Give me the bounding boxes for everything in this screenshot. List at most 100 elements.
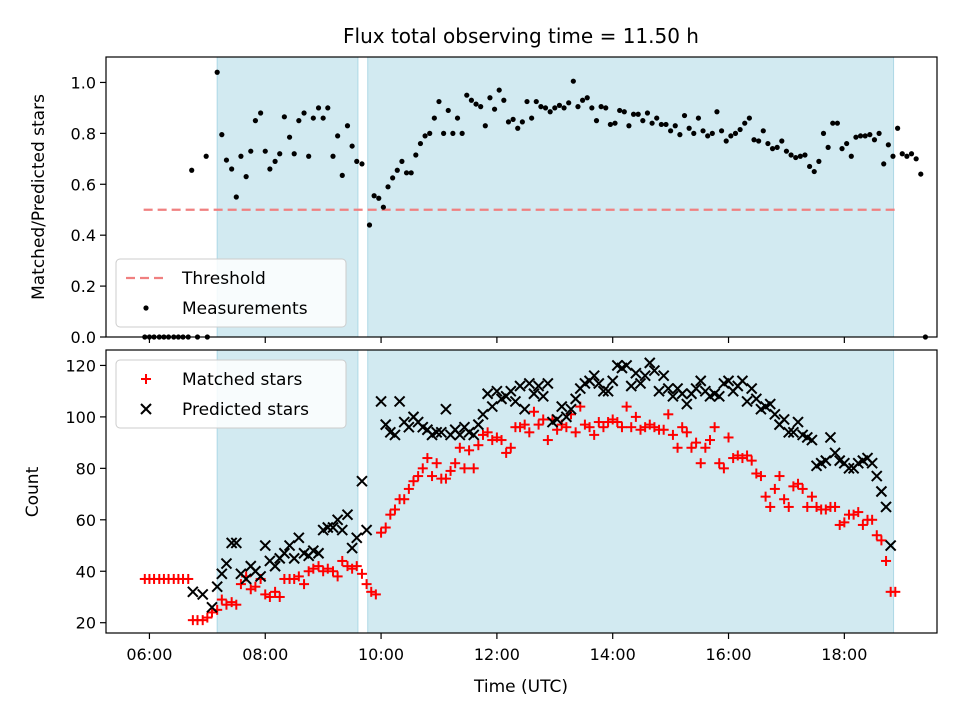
predicted-stars-point-35 [375, 395, 387, 408]
predicted-stars-point-113 [736, 375, 749, 387]
measurements-point-79 [524, 98, 530, 105]
predicted-stars-point-125 [792, 416, 804, 428]
legend-swatch-measurements [143, 305, 149, 311]
matched-stars-point-38 [322, 563, 333, 574]
measurements-point-40 [339, 172, 345, 178]
matched-stars-point-85 [542, 435, 553, 446]
top-panel: 0.0 0.2 0.4 0.6 0.8 1.0 Matched/Predicted sta… [29, 56, 938, 347]
predicted-stars-point-84 [602, 385, 614, 397]
measurements-point-36 [320, 115, 326, 121]
predicted-stars-point-58 [481, 388, 494, 400]
legend-label-measurements: Measurements [182, 299, 308, 319]
predicted-stars-point-96 [657, 370, 670, 382]
y-tick-label-4: 100 [65, 408, 96, 427]
predicted-stars-point-133 [829, 447, 841, 459]
measurements-point-58 [427, 130, 433, 136]
predicted-stars-point-92 [639, 370, 651, 382]
matched-stars-point-133 [765, 501, 776, 512]
matched-stars-point-96 [593, 417, 604, 428]
measurements-point-47 [376, 195, 382, 201]
measurements-point-14 [214, 69, 220, 75]
measurements-point-55 [413, 152, 419, 158]
matched-stars-point-158 [881, 555, 892, 566]
matched-stars-point-103 [626, 422, 637, 433]
predicted-stars-point-76 [565, 403, 577, 415]
chart-title: Flux total observing time = 11.50 h [343, 24, 699, 48]
measurements-point-150 [853, 134, 859, 140]
matched-stars-point-46 [361, 579, 372, 590]
measurements-point-29 [286, 134, 293, 140]
y-tick-label-3: 0.6 [71, 175, 96, 194]
predicted-stars-point-141 [866, 457, 878, 469]
legend-label-predicted-stars: Predicted stars [182, 400, 309, 420]
predicted-stars-point-30 [341, 508, 354, 521]
measurements-point-54 [408, 170, 414, 176]
bottom-legend: Matched stars Predicted stars [115, 359, 347, 429]
top-legend: Threshold Measurements [115, 258, 347, 328]
measurements-point-143 [820, 130, 827, 136]
predicted-stars-point-100 [676, 388, 688, 400]
predicted-stars-point-82 [593, 377, 605, 390]
measurements-point-62 [445, 107, 451, 114]
predicted-stars-point-0 [187, 586, 199, 598]
predicted-stars-point-49 [440, 403, 452, 415]
measurements-point-16 [223, 157, 230, 163]
predicted-stars-point-63 [505, 385, 517, 397]
predicted-stars-point-75 [560, 411, 573, 423]
measurements-point-56 [417, 140, 424, 147]
predicted-stars-point-13 [259, 539, 271, 552]
predicted-stars-point-60 [491, 385, 503, 397]
observing-window-2 [367, 56, 895, 338]
measurements-point-145 [830, 120, 836, 126]
measurements-point-163 [913, 156, 919, 162]
measurements-point-133 [774, 144, 780, 150]
matched-stars-point-52 [389, 504, 400, 515]
matched-stars-point-26 [264, 591, 275, 602]
matched-stars-point-134 [769, 483, 780, 494]
measurements-point-144 [825, 144, 831, 150]
measurements-point-136 [788, 152, 794, 158]
predicted-stars-point-41 [403, 421, 415, 433]
measurements-point-70 [482, 123, 488, 129]
matched-stars-point-76 [501, 447, 512, 458]
measurements-point-28 [281, 114, 287, 120]
predicted-stars-point-120 [769, 408, 781, 421]
predicted-stars-point-122 [778, 413, 790, 426]
matched-stars-point-113 [672, 442, 683, 453]
matched-stars-point-82 [528, 406, 539, 417]
measurements-point-44 [359, 161, 365, 167]
measurements-point-20 [243, 174, 249, 180]
y-tick-label-4: 0.8 [71, 124, 96, 143]
matched-stars-point-160 [890, 586, 901, 597]
measurements-point-106 [649, 120, 655, 126]
matched-stars-point-95 [589, 429, 600, 440]
matched-stars-point-54 [399, 494, 410, 505]
legend-box [115, 258, 347, 328]
matched-stars-point-72 [482, 427, 493, 438]
predicted-stars-point-4 [216, 568, 228, 580]
predicted-stars-point-31 [346, 542, 358, 554]
top-plot-frame [105, 56, 938, 338]
measurements-point-95 [598, 104, 604, 110]
measurements-point-64 [454, 115, 461, 121]
predicted-stars-point-15 [269, 560, 281, 572]
matched-stars-point-68 [464, 445, 475, 456]
predicted-stars-point-116 [750, 393, 763, 405]
measurements-point-37 [325, 105, 331, 111]
matched-stars-point-91 [570, 427, 581, 438]
predicted-stars-point-104 [695, 375, 707, 387]
measurements-point-97 [607, 121, 613, 128]
matched-stars-point-131 [755, 471, 766, 482]
predicted-stars-point-77 [569, 393, 582, 405]
measurements-point-38 [330, 153, 336, 159]
measurements-point-84 [547, 109, 553, 115]
predicted-stars-point-3 [211, 580, 223, 593]
measurements-point-130 [760, 128, 766, 134]
measurements-point-72 [491, 106, 498, 112]
matched-stars-point-137 [783, 501, 794, 512]
matched-stars-point-57 [413, 471, 424, 482]
y-tick-label-0: 20 [76, 614, 96, 633]
predicted-stars-point-66 [518, 403, 531, 415]
matched-stars-point-39 [328, 566, 339, 577]
measurements-point-121 [718, 128, 725, 134]
